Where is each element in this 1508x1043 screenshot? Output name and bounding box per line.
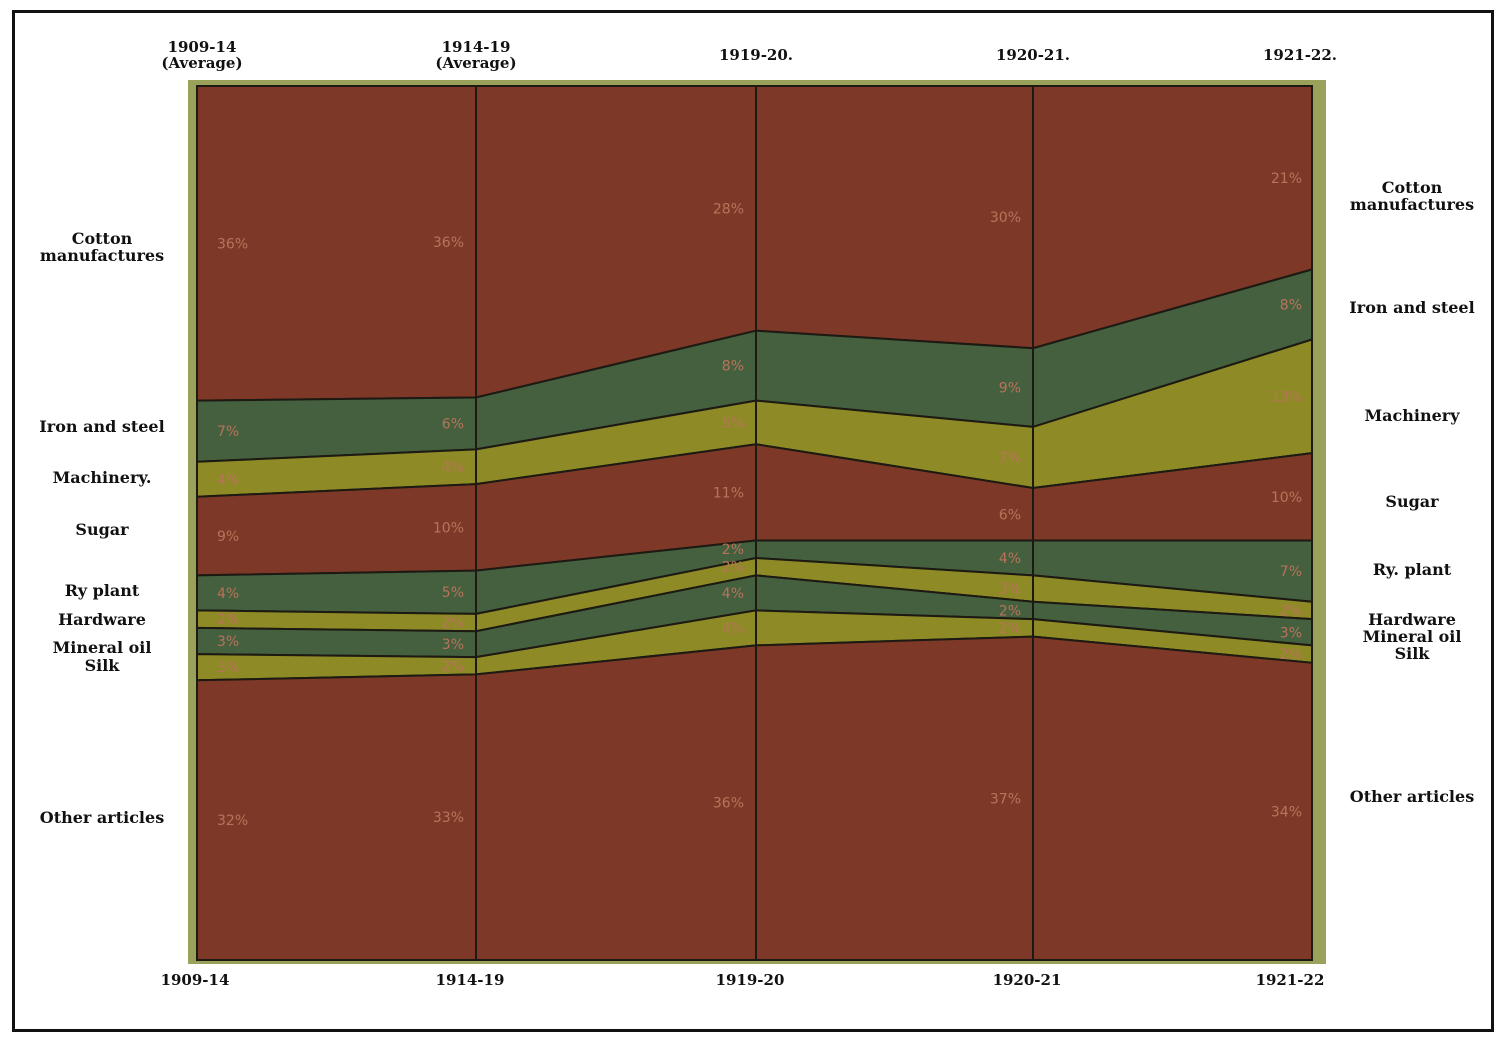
data-label-iron-and-steel-1920-21: 9%	[999, 381, 1021, 397]
data-label-mineral-oil-1914-19: 3%	[442, 637, 464, 653]
data-label-silk-1909-14: 3%	[217, 660, 239, 676]
right-label-silk: Silk	[1395, 644, 1431, 663]
data-label-sugar-1914-19: 10%	[433, 520, 464, 536]
data-label-other-articles-1921-22: 34%	[1271, 804, 1302, 820]
data-label-machinery-1914-19: 4%	[442, 460, 464, 476]
left-label-iron-and-steel: Iron and steel	[39, 417, 164, 436]
data-label-cotton-manufactures-1921-22: 21%	[1271, 171, 1302, 187]
data-label-cotton-manufactures-1909-14: 36%	[217, 236, 248, 252]
data-label-silk-1920-21: 2%	[999, 621, 1021, 637]
left-label-mineral-oil: Mineral oil	[53, 638, 152, 657]
data-label-silk-1921-22: 2%	[1280, 647, 1302, 663]
gridlines	[196, 85, 1313, 961]
bottom-label-1914-19: 1914-19	[436, 971, 505, 989]
bottom-label-1921-22: 1921-22	[1256, 971, 1325, 989]
data-label-sugar-1919-20: 11%	[713, 485, 744, 501]
data-label-other-articles-1920-21: 37%	[990, 791, 1021, 807]
data-label-mineral-oil-1909-14: 3%	[217, 634, 239, 650]
data-label-hardware-1921-22: 2%	[1280, 603, 1302, 619]
percent-labels: 36% 36% 28% 30% 21% 7% 6% 8% 9% 8% 4% 4% 5% 7% 13% 9% 10…	[217, 171, 1302, 829]
data-label-iron-and-steel-1909-14: 7%	[217, 424, 239, 440]
data-label-sugar-1920-21: 6%	[999, 507, 1021, 523]
data-label-cotton-manufactures-1920-21: 30%	[990, 210, 1021, 226]
right-label-machinery: Machinery	[1364, 406, 1460, 425]
right-label-sugar: Sugar	[1385, 492, 1439, 511]
data-label-other-articles-1914-19: 33%	[433, 810, 464, 826]
data-label-ry-plant-1909-14: 4%	[217, 586, 239, 602]
right-category-labels: Cotton manufactures Iron and steel Machiner…	[1349, 178, 1474, 806]
data-label-hardware-1914-19: 2%	[442, 616, 464, 632]
left-label-silk: Silk	[85, 656, 121, 675]
right-label-cotton-manufactures: Cotton manufactures	[1350, 178, 1474, 214]
bottom-period-labels: 1909-14 1914-19 1919-20 1920-21 1921-22	[161, 971, 1325, 989]
right-label-mineral-oil: Mineral oil	[1363, 627, 1462, 646]
left-label-cotton-manufactures: Cotton manufactures	[40, 229, 164, 265]
data-label-iron-and-steel-1919-20: 8%	[722, 359, 744, 375]
data-label-mineral-oil-1919-20: 4%	[722, 586, 744, 602]
area-layer	[196, 85, 1313, 961]
data-label-ry-plant-1914-19: 5%	[442, 585, 464, 601]
chart-frame	[12, 10, 1494, 1032]
right-label-ry-plant: Ry. plant	[1373, 560, 1452, 579]
data-label-hardware-1919-20: 2%	[722, 560, 744, 576]
data-label-iron-and-steel-1921-22: 8%	[1280, 298, 1302, 314]
top-label-1920-21: 1920-21.	[996, 46, 1070, 64]
data-label-other-articles-1909-14: 32%	[217, 813, 248, 829]
data-label-sugar-1921-22: 10%	[1271, 490, 1302, 506]
data-label-sugar-1909-14: 9%	[217, 529, 239, 545]
data-label-ry-plant-1920-21: 4%	[999, 551, 1021, 567]
data-label-machinery-1919-20: 5%	[722, 416, 744, 432]
bottom-label-1920-21: 1920-21	[993, 971, 1062, 989]
right-label-hardware: Hardware	[1368, 610, 1456, 629]
data-label-other-articles-1919-20: 36%	[713, 796, 744, 812]
top-label-1921-22: 1921-22.	[1263, 46, 1337, 64]
top-label-1914-19: 1914-19 (Average)	[435, 38, 516, 72]
left-label-other-articles: Other articles	[40, 808, 164, 827]
data-label-ry-plant-1919-20: 2%	[722, 542, 744, 558]
left-label-machinery: Machinery.	[53, 468, 152, 487]
data-label-ry-plant-1921-22: 7%	[1280, 564, 1302, 580]
data-label-silk-1919-20: 4%	[722, 621, 744, 637]
left-category-labels: Cotton manufactures Iron and steel Machiner…	[39, 229, 164, 827]
data-label-iron-and-steel-1914-19: 6%	[442, 417, 464, 433]
bottom-label-1919-20: 1919-20	[716, 971, 785, 989]
top-label-1919-20: 1919-20.	[719, 46, 793, 64]
left-label-sugar: Sugar	[75, 520, 129, 539]
data-label-mineral-oil-1921-22: 3%	[1280, 625, 1302, 641]
left-label-ry-plant: Ry plant	[65, 581, 140, 600]
data-label-machinery-1920-21: 7%	[999, 451, 1021, 467]
top-period-labels: 1909-14 (Average) 1914-19 (Average) 1919-20.…	[161, 38, 1337, 72]
area-other-articles	[196, 635, 1313, 961]
right-label-iron-and-steel: Iron and steel	[1349, 298, 1474, 317]
data-label-cotton-manufactures-1919-20: 28%	[713, 201, 744, 217]
data-label-cotton-manufactures-1914-19: 36%	[433, 235, 464, 251]
data-label-hardware-1909-14: 2%	[217, 612, 239, 628]
data-label-hardware-1920-21: 3%	[999, 582, 1021, 598]
data-label-silk-1914-19: 2%	[442, 659, 464, 675]
top-label-1909-14: 1909-14 (Average)	[161, 38, 242, 72]
data-label-mineral-oil-1920-21: 2%	[999, 603, 1021, 619]
data-label-machinery-1909-14: 4%	[217, 472, 239, 488]
right-label-other-articles: Other articles	[1350, 787, 1474, 806]
bottom-label-1909-14: 1909-14	[161, 971, 230, 989]
data-label-machinery-1921-22: 13%	[1271, 389, 1302, 405]
left-label-hardware: Hardware	[58, 610, 146, 629]
